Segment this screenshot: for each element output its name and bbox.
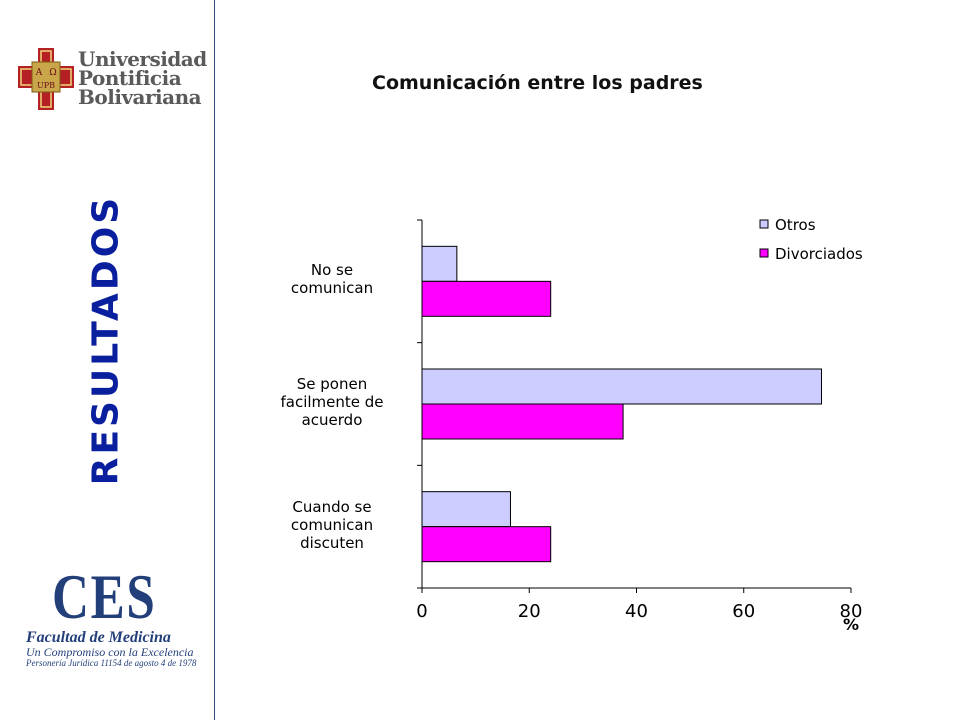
x-tick-label-4: 80 [840,601,863,622]
svg-text:Ω: Ω [49,68,56,78]
legend-label-otros: Otros [775,216,816,234]
legend-swatch-divorciados [759,248,769,258]
category-label-line: comunican [290,515,374,534]
university-line-1: Universidad [78,47,207,71]
ces-motto: Un Compromiso con la Excelencia [26,645,194,659]
ces-acronym: CES [52,561,157,632]
category-label-line: facilmente de [280,393,384,411]
ces-logo: CES Facultad de Medicina Un Compromiso c… [22,565,207,675]
vertical-divider [214,0,215,720]
category-label-1: Se ponen facilmente de acuerdo [257,375,407,429]
x-tick-label-2: 40 [625,601,648,622]
university-line-2: Pontificia [78,66,182,90]
legend-swatch-otros [759,219,769,229]
chart-title: Comunicación entre los padres [372,72,703,94]
bar-otros-1 [421,368,823,405]
x-tick-label-1: 20 [518,601,541,622]
bar-otros-2 [421,491,511,528]
bar-divorciados-0 [421,280,552,317]
university-logo: A Ω UPB Universidad Pontificia Bolivaria… [18,48,207,112]
svg-text:A: A [35,68,43,78]
category-label-line: comunican [290,279,374,298]
category-label-line: Se ponen [296,375,368,393]
x-tick-label-0: 0 [416,601,427,622]
category-label-line: No se [310,261,354,280]
bar-otros-0 [421,245,458,282]
category-label-line: acuerdo [301,411,363,429]
x-tick-label-3: 60 [732,601,755,622]
university-line-3: Bolivariana [78,85,202,109]
university-name: Universidad Pontificia Bolivariana [78,47,207,109]
bar-divorciados-1 [421,403,624,440]
category-label-line: Cuando se [292,497,372,516]
ces-faculty: Facultad de Medicina [26,629,171,646]
svg-text:UPB: UPB [37,81,55,90]
category-label-line: discuten [300,533,364,552]
ces-legal: Personería Jurídica 11154 de agosto 4 de… [26,658,197,668]
bar-divorciados-2 [421,526,552,563]
category-label-2: Cuando se comunican discuten [257,498,407,552]
category-label-0: No se comunican [257,261,407,297]
upb-crest-icon: A Ω UPB [18,48,74,110]
legend-label-divorciados: Divorciados [775,245,863,263]
x-axis-label: % [843,615,859,634]
